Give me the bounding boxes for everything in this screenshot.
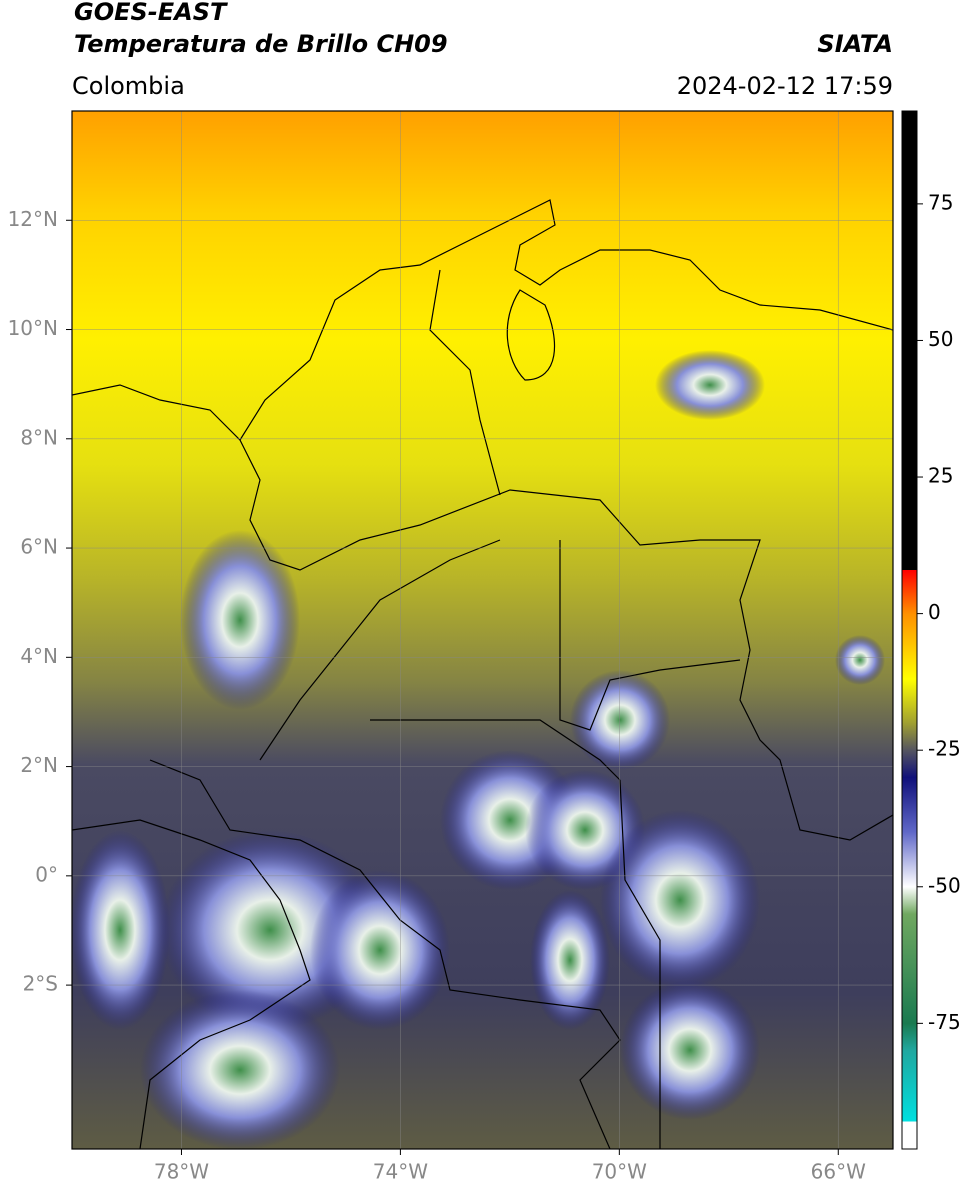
x-tick-label: 66°W (811, 1160, 866, 1184)
region: Colombia (72, 72, 185, 100)
colorbar-tick-label: 75 (928, 190, 953, 214)
colorbar (901, 110, 918, 1150)
colorbar-tick-label: -25 (928, 737, 961, 761)
x-tick-label: 74°W (373, 1160, 428, 1184)
grid (72, 111, 893, 1149)
map-frame (71, 110, 894, 1150)
colorbar-tick-label: 0 (928, 600, 941, 624)
clouds (72, 350, 885, 1149)
y-tick-label: 2°N (20, 753, 58, 777)
colorbar-tick-label: 50 (928, 327, 953, 351)
y-tick-label: 8°N (20, 425, 58, 449)
subtitle: Temperatura de Brillo CH09 (74, 30, 448, 58)
colorbar-tick-label: -75 (928, 1010, 961, 1034)
map (72, 111, 893, 1149)
colorbar-tick-label: 25 (928, 464, 953, 488)
y-tick-label: 6°N (20, 535, 58, 559)
y-tick-label: 10°N (8, 316, 58, 340)
y-tick-label: 0° (35, 862, 58, 886)
x-tick-label: 70°W (592, 1160, 647, 1184)
y-tick-label: 2°S (23, 972, 58, 996)
colorbar-tick-label: -50 (928, 873, 961, 897)
title: GOES-EAST (74, 0, 228, 26)
y-tick-label: 12°N (8, 207, 58, 231)
y-tick-label: 4°N (20, 644, 58, 668)
source: SIATA (817, 30, 893, 58)
timestamp: 2024-02-12 17:59 (677, 72, 893, 100)
x-tick-label: 78°W (154, 1160, 209, 1184)
